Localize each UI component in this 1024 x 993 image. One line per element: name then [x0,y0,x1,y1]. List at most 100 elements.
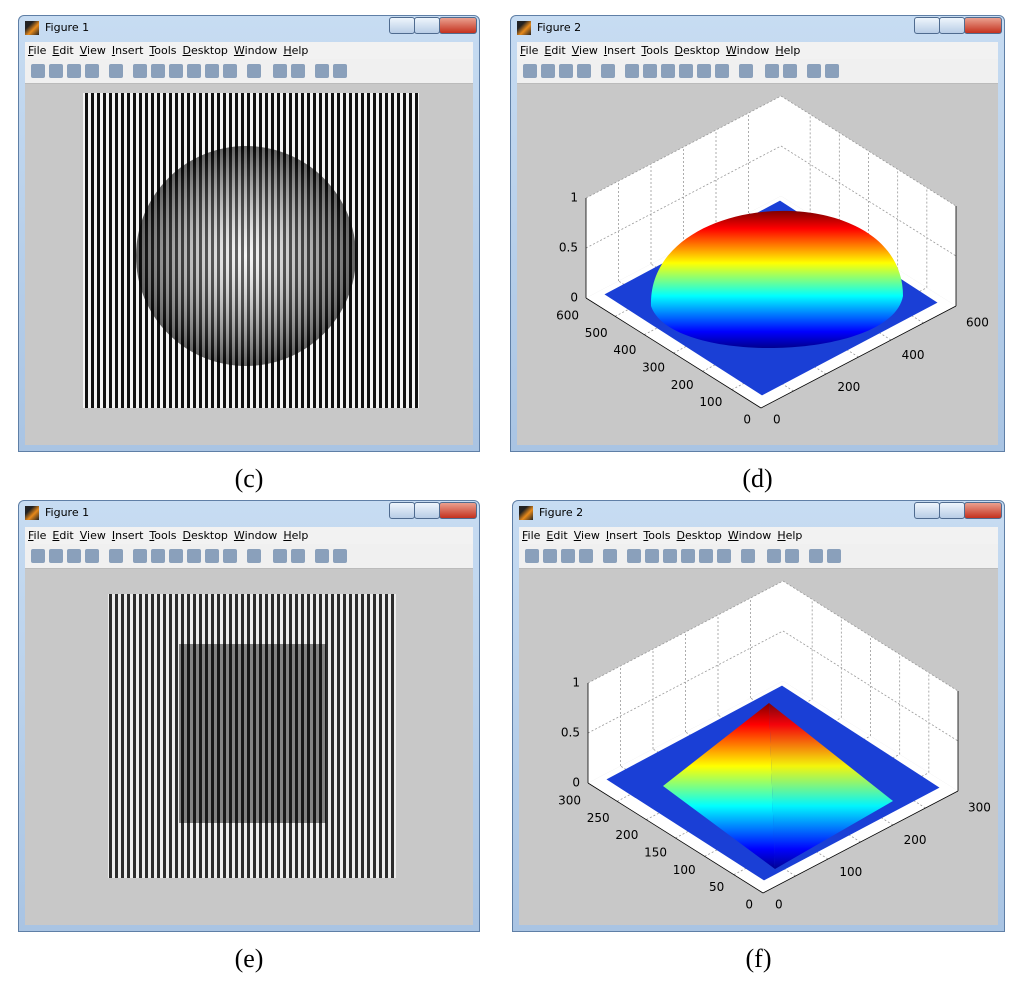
toolbar-button[interactable] [85,549,99,563]
toolbar-button[interactable] [699,549,713,563]
menu-item[interactable]: Tools [149,529,177,542]
menu-item[interactable]: Help [283,529,309,542]
toolbar-button[interactable] [627,549,641,563]
toolbar-button[interactable] [315,64,329,78]
toolbar-button[interactable] [523,64,537,78]
toolbar-button[interactable] [109,64,123,78]
toolbar-button[interactable] [187,64,201,78]
menu-item[interactable]: Window [725,44,770,57]
toolbar-button[interactable] [67,64,81,78]
toolbar-button[interactable] [31,64,45,78]
toolbar-button[interactable] [807,64,821,78]
close-button[interactable] [964,502,1002,519]
menu-item[interactable]: Insert [111,44,144,57]
toolbar-button[interactable] [187,549,201,563]
menu-item[interactable]: File [522,529,541,542]
menu-item[interactable]: Window [233,44,278,57]
toolbar-button[interactable] [169,64,183,78]
close-button[interactable] [439,502,477,519]
menu-item[interactable]: View [573,529,600,542]
toolbar-button[interactable] [31,549,45,563]
toolbar-button[interactable] [291,64,305,78]
menu-item[interactable]: View [571,44,598,57]
toolbar-button[interactable] [679,64,693,78]
toolbar-button[interactable] [827,549,841,563]
toolbar-button[interactable] [205,549,219,563]
toolbar-button[interactable] [223,549,237,563]
menu-item[interactable]: Window [727,529,772,542]
menu-item[interactable]: Edit [52,529,74,542]
menu-item[interactable]: Tools [641,44,669,57]
toolbar-button[interactable] [601,64,615,78]
menu-item[interactable]: Help [777,529,803,542]
toolbar-button[interactable] [85,64,99,78]
toolbar-button[interactable] [525,549,539,563]
menu-item[interactable]: File [28,529,47,542]
toolbar-button[interactable] [273,549,287,563]
menu-item[interactable]: Desktop [182,44,228,57]
toolbar-button[interactable] [315,549,329,563]
menu-item[interactable]: Tools [149,44,177,57]
toolbar-button[interactable] [767,549,781,563]
toolbar-button[interactable] [765,64,779,78]
menu-item[interactable]: File [520,44,539,57]
toolbar-button[interactable] [247,64,261,78]
toolbar-button[interactable] [741,549,755,563]
menu-item[interactable]: Edit [546,529,568,542]
toolbar-button[interactable] [133,549,147,563]
menu-item[interactable]: Desktop [676,529,722,542]
toolbar-button[interactable] [541,64,555,78]
menu-item[interactable]: Help [775,44,801,57]
menu-item[interactable]: Edit [544,44,566,57]
menu-item[interactable]: Window [233,529,278,542]
toolbar-button[interactable] [717,549,731,563]
toolbar-button[interactable] [223,64,237,78]
toolbar-button[interactable] [645,549,659,563]
toolbar-button[interactable] [247,549,261,563]
menu-item[interactable]: Insert [111,529,144,542]
toolbar-button[interactable] [49,549,63,563]
menu-item[interactable]: View [79,44,106,57]
toolbar-button[interactable] [133,64,147,78]
menu-item[interactable]: Help [283,44,309,57]
toolbar-button[interactable] [579,549,593,563]
close-button[interactable] [964,17,1002,34]
menu-item[interactable]: Insert [603,44,636,57]
toolbar-button[interactable] [825,64,839,78]
toolbar-button[interactable] [577,64,591,78]
toolbar-button[interactable] [681,549,695,563]
toolbar-button[interactable] [559,64,573,78]
toolbar-button[interactable] [169,549,183,563]
menu-item[interactable]: Desktop [182,529,228,542]
toolbar-button[interactable] [715,64,729,78]
toolbar-button[interactable] [661,64,675,78]
close-button[interactable] [439,17,477,34]
toolbar-button[interactable] [205,64,219,78]
menu-item[interactable]: Tools [643,529,671,542]
toolbar-button[interactable] [603,549,617,563]
menu-item[interactable]: Edit [52,44,74,57]
toolbar-button[interactable] [49,64,63,78]
menu-item[interactable]: File [28,44,47,57]
toolbar-button[interactable] [783,64,797,78]
toolbar-button[interactable] [291,549,305,563]
toolbar-button[interactable] [739,64,753,78]
toolbar-button[interactable] [333,549,347,563]
toolbar-button[interactable] [543,549,557,563]
toolbar-button[interactable] [273,64,287,78]
menu-item[interactable]: Insert [605,529,638,542]
toolbar-button[interactable] [109,549,123,563]
toolbar-button[interactable] [643,64,657,78]
toolbar-button[interactable] [151,64,165,78]
toolbar-button[interactable] [333,64,347,78]
toolbar-button[interactable] [697,64,711,78]
menu-item[interactable]: Desktop [674,44,720,57]
toolbar-button[interactable] [785,549,799,563]
toolbar-button[interactable] [809,549,823,563]
toolbar-button[interactable] [663,549,677,563]
toolbar-button[interactable] [151,549,165,563]
menu-item[interactable]: View [79,529,106,542]
toolbar-button[interactable] [67,549,81,563]
toolbar-button[interactable] [561,549,575,563]
toolbar-button[interactable] [625,64,639,78]
